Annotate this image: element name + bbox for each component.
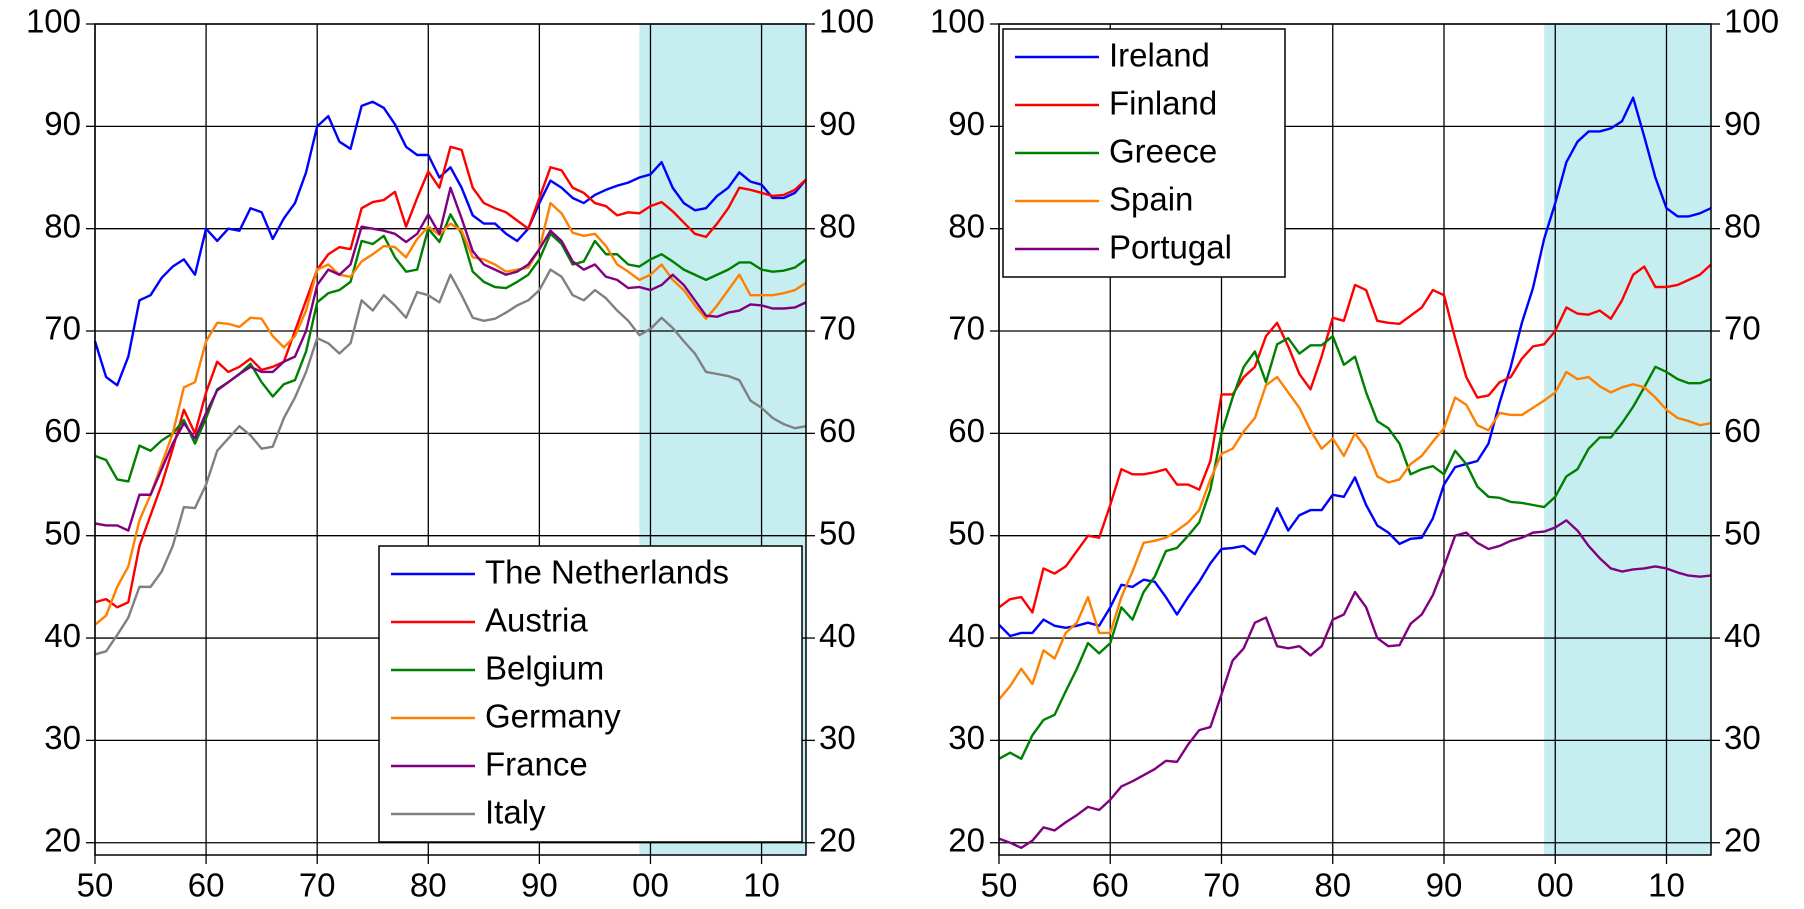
y2-tick-label: 90 bbox=[1724, 105, 1761, 142]
y-tick-label: 80 bbox=[948, 207, 985, 244]
series-line bbox=[998, 334, 1712, 760]
series-line bbox=[998, 370, 1712, 701]
series-line bbox=[998, 263, 1712, 614]
legend-label: The Netherlands bbox=[485, 554, 729, 591]
series-line bbox=[93, 100, 807, 387]
y2-tick-label: 100 bbox=[819, 3, 874, 40]
x-tick-label: 50 bbox=[77, 867, 114, 904]
x-tick-label: 10 bbox=[743, 867, 780, 904]
legend-box bbox=[378, 545, 803, 843]
y-tick-label: 70 bbox=[44, 310, 81, 347]
x-tick-label: 80 bbox=[1314, 867, 1351, 904]
panel: 20 30 40 50 60 70 80 90 100 20 30 40 50 60 70 80 90 100 50… bbox=[930, 3, 1779, 904]
y-tick-label: 100 bbox=[26, 3, 81, 40]
y2-tick-label: 40 bbox=[819, 617, 856, 654]
y2-tick-label: 70 bbox=[1724, 310, 1761, 347]
series-line bbox=[998, 519, 1712, 850]
x-tick-label: 70 bbox=[299, 867, 336, 904]
y2-tick-label: 20 bbox=[1724, 821, 1761, 858]
legend: The Netherlands Austria Belgium Germany Fran… bbox=[378, 545, 803, 843]
x-tick-label: 90 bbox=[521, 867, 558, 904]
legend-label: Germany bbox=[485, 698, 621, 735]
legend-label: Spain bbox=[1109, 181, 1193, 218]
x-tick-label: 00 bbox=[632, 867, 669, 904]
y-tick-label: 100 bbox=[930, 3, 985, 40]
x-tick-label: 80 bbox=[410, 867, 447, 904]
legend-label: Austria bbox=[485, 602, 588, 639]
plot-frame bbox=[998, 23, 1712, 856]
y-tick-label: 30 bbox=[948, 719, 985, 756]
legend-label: Belgium bbox=[485, 650, 604, 687]
x-tick-label: 60 bbox=[188, 867, 225, 904]
x-tick-label: 60 bbox=[1092, 867, 1129, 904]
legend-label: Finland bbox=[1109, 85, 1217, 122]
legend: Ireland Finland Greece Spain Portugal bbox=[1002, 28, 1286, 278]
y2-tick-label: 50 bbox=[1724, 514, 1761, 551]
y-tick-label: 30 bbox=[44, 719, 81, 756]
y2-tick-label: 90 bbox=[819, 105, 856, 142]
y-tick-label: 50 bbox=[948, 514, 985, 551]
y-tick-label: 60 bbox=[948, 412, 985, 449]
series-line bbox=[94, 186, 807, 532]
y-tick-label: 90 bbox=[948, 105, 985, 142]
x-tick-label: 50 bbox=[981, 867, 1018, 904]
y-tick-label: 70 bbox=[948, 310, 985, 347]
y-tick-label: 20 bbox=[44, 821, 81, 858]
x-tick-label: 00 bbox=[1537, 867, 1574, 904]
plot-frame bbox=[94, 23, 807, 856]
y2-tick-label: 60 bbox=[1724, 412, 1761, 449]
y-tick-label: 90 bbox=[44, 105, 81, 142]
legend-label: Italy bbox=[485, 794, 546, 831]
series-line bbox=[998, 96, 1712, 638]
x-tick-label: 70 bbox=[1203, 867, 1240, 904]
y-tick-label: 40 bbox=[948, 617, 985, 654]
y-tick-label: 60 bbox=[44, 412, 81, 449]
legend-label: Portugal bbox=[1109, 229, 1232, 266]
series-line bbox=[94, 268, 807, 656]
y2-tick-label: 40 bbox=[1724, 617, 1761, 654]
y2-tick-label: 30 bbox=[819, 719, 856, 756]
series-line bbox=[94, 201, 807, 626]
y-tick-label: 50 bbox=[44, 514, 81, 551]
y2-tick-label: 20 bbox=[819, 821, 856, 858]
shaded-region bbox=[1544, 24, 1711, 855]
series-line bbox=[94, 145, 807, 609]
y2-tick-label: 50 bbox=[819, 514, 856, 551]
legend-label: France bbox=[485, 746, 588, 783]
y2-tick-label: 100 bbox=[1724, 3, 1779, 40]
y2-tick-label: 30 bbox=[1724, 719, 1761, 756]
y-tick-label: 40 bbox=[44, 617, 81, 654]
x-tick-label: 90 bbox=[1426, 867, 1463, 904]
y2-tick-label: 80 bbox=[819, 207, 856, 244]
y2-tick-label: 80 bbox=[1724, 207, 1761, 244]
y2-tick-label: 70 bbox=[819, 310, 856, 347]
y-tick-label: 20 bbox=[948, 821, 985, 858]
x-tick-label: 10 bbox=[1648, 867, 1685, 904]
y2-tick-label: 60 bbox=[819, 412, 856, 449]
y-tick-label: 80 bbox=[44, 207, 81, 244]
panel: 20 30 40 50 60 70 80 90 100 20 30 40 50 60 70 80 90 100 50… bbox=[26, 3, 874, 904]
legend-label: Greece bbox=[1109, 133, 1217, 170]
legend-label: Ireland bbox=[1109, 37, 1210, 74]
